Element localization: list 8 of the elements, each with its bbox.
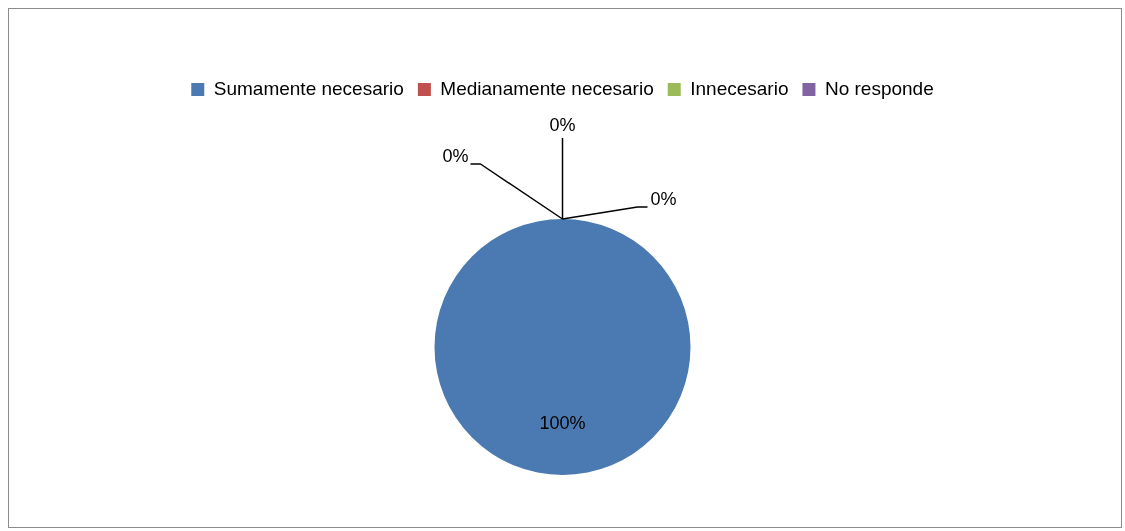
text: 0%: [650, 188, 677, 209]
data-label: 100%: [539, 412, 586, 433]
legend-label: No responde: [824, 77, 934, 99]
legend-label: Medianamente necesario: [440, 77, 654, 99]
text: 0%: [442, 145, 469, 166]
legend-label: Sumamente necesario: [213, 77, 404, 99]
legend-label: Innecesario: [690, 77, 789, 99]
text: 0%: [549, 114, 576, 135]
